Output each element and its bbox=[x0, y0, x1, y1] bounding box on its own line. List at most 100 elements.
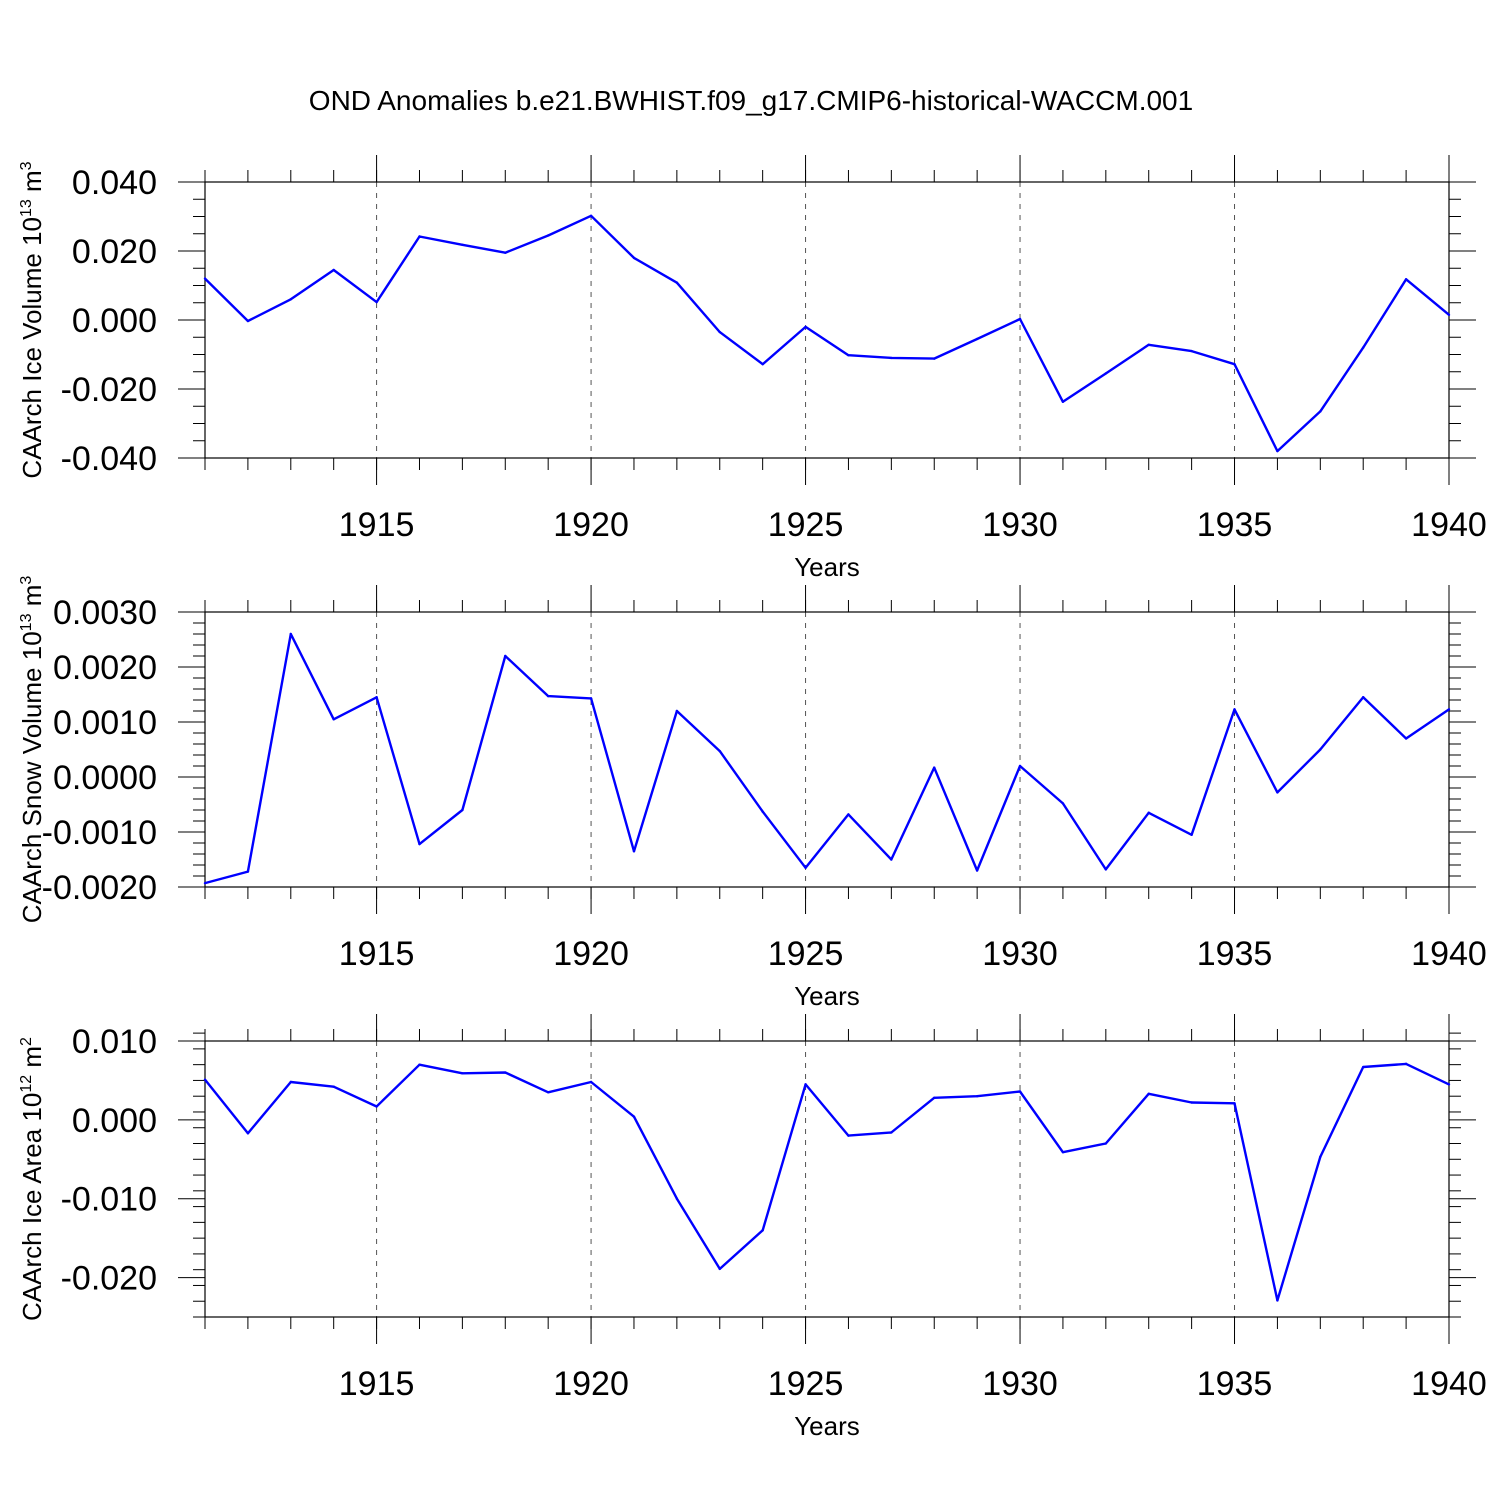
x-tick-label: 1920 bbox=[553, 1365, 629, 1403]
y-tick-label: -0.010 bbox=[61, 1181, 157, 1219]
y-tick-label: 0.0030 bbox=[53, 594, 157, 632]
data-point bbox=[632, 1115, 636, 1118]
x-tick-label: 1925 bbox=[768, 935, 844, 973]
y-axis-label-ylabel-exp: 13 bbox=[18, 199, 35, 217]
series-line bbox=[204, 214, 1450, 453]
y-axis-label-ylabel-main: CAArch Snow Volume 10 bbox=[17, 631, 47, 923]
y-axis-label-ylabel-main: CAArch Ice Area 10 bbox=[17, 1093, 47, 1321]
data-point bbox=[332, 1085, 335, 1088]
y-axis-label-ylabel-exp: 13 bbox=[18, 613, 35, 631]
y-axis-label: CAArch Ice Area 1012 m2 bbox=[17, 1037, 47, 1321]
data-point bbox=[1147, 811, 1150, 814]
figure-title: OND Anomalies b.e21.BWHIST.f09_g17.CMIP6… bbox=[309, 85, 1193, 116]
data-point bbox=[504, 1071, 507, 1074]
data-point bbox=[504, 251, 507, 254]
y-tick-label: -0.020 bbox=[61, 1260, 157, 1298]
data-point bbox=[1190, 349, 1193, 353]
data-point bbox=[504, 654, 507, 658]
data-point bbox=[418, 842, 421, 846]
y-axis-label-ylabel-unit-exp: 2 bbox=[18, 1037, 35, 1046]
y-axis-label-ylabel-main: CAArch Ice Volume 10 bbox=[17, 217, 47, 479]
plot-frame bbox=[204, 181, 1450, 459]
data-point bbox=[1104, 372, 1108, 375]
data-point bbox=[289, 1080, 292, 1084]
chart-panel-3: 1915 1920 1925 1930 1935 1940 -0.020 -0.010 0.00… bbox=[17, 1014, 1487, 1441]
data-point bbox=[375, 300, 378, 304]
data-point bbox=[1276, 449, 1279, 453]
data-point bbox=[332, 718, 335, 721]
data-point bbox=[589, 697, 593, 700]
data-point bbox=[589, 1080, 593, 1084]
data-point bbox=[546, 234, 550, 237]
y-axis-label: CAArch Ice Volume 1013 m3 bbox=[17, 161, 47, 478]
data-point bbox=[847, 353, 850, 357]
data-point bbox=[675, 281, 679, 284]
plot-frame bbox=[204, 1040, 1450, 1318]
data-point bbox=[1061, 400, 1065, 403]
data-point bbox=[933, 766, 936, 769]
series-line bbox=[204, 632, 1450, 885]
x-axis-label: Years bbox=[794, 552, 860, 582]
data-point bbox=[890, 858, 893, 861]
y-axis-label: CAArch Snow Volume 1013 m3 bbox=[17, 576, 47, 924]
data-point bbox=[1018, 1090, 1022, 1093]
data-point bbox=[418, 1063, 421, 1066]
data-point bbox=[589, 214, 593, 218]
x-tick-label: 1925 bbox=[768, 1365, 844, 1403]
data-point bbox=[546, 1091, 550, 1094]
data-point bbox=[718, 749, 721, 753]
x-tick-label: 1920 bbox=[553, 506, 629, 544]
data-point bbox=[975, 337, 979, 341]
data-point bbox=[1018, 317, 1022, 321]
panels: 1915 1920 1925 1930 1935 1940 -0.040 -0.020 0.00… bbox=[17, 155, 1487, 1441]
data-point bbox=[1104, 868, 1108, 871]
data-point bbox=[718, 1267, 721, 1271]
data-point bbox=[1061, 1150, 1065, 1154]
y-tick-label: -0.040 bbox=[61, 440, 157, 478]
y-axis-label-ylabel-exp: 12 bbox=[18, 1075, 35, 1093]
x-tick-label: 1915 bbox=[339, 506, 415, 544]
data-point bbox=[1447, 1083, 1451, 1086]
data-point bbox=[632, 850, 636, 853]
data-point bbox=[375, 1105, 378, 1108]
chart-panel-2: 1915 1920 1925 1930 1935 1940 -0.0020 -0.0010 0.… bbox=[17, 576, 1487, 1011]
y-axis-label-ylabel-unit-exp: 3 bbox=[18, 161, 35, 170]
data-point bbox=[847, 813, 850, 816]
y-tick-label: 0.0000 bbox=[53, 759, 157, 797]
x-tick-label: 1940 bbox=[1411, 506, 1487, 544]
y-tick-label: 0.0010 bbox=[53, 704, 157, 742]
y-tick-label: 0.010 bbox=[72, 1023, 157, 1061]
data-point bbox=[461, 243, 464, 246]
data-point bbox=[847, 1134, 850, 1137]
data-point bbox=[289, 632, 292, 636]
data-point bbox=[761, 810, 764, 813]
data-point bbox=[246, 870, 250, 873]
x-axis-label: Years bbox=[794, 981, 860, 1011]
data-point bbox=[1362, 346, 1365, 349]
series-line bbox=[204, 1062, 1450, 1302]
y-axis-label-ylabel-unit-exp: 3 bbox=[18, 576, 35, 585]
x-tick-label: 1935 bbox=[1197, 935, 1273, 973]
data-point bbox=[1104, 1142, 1108, 1145]
y-tick-label: -0.0020 bbox=[42, 869, 157, 907]
y-tick-label: 0.000 bbox=[72, 1102, 157, 1140]
plot-frame bbox=[204, 611, 1450, 888]
data-point bbox=[890, 356, 893, 360]
x-axis-label: Years bbox=[794, 1411, 860, 1441]
data-point bbox=[761, 1229, 764, 1232]
x-tick-label: 1930 bbox=[982, 506, 1058, 544]
data-point bbox=[1061, 802, 1065, 805]
data-point bbox=[461, 808, 464, 812]
data-point bbox=[675, 709, 679, 713]
data-point bbox=[289, 298, 292, 301]
x-tick-label: 1935 bbox=[1197, 1365, 1273, 1403]
y-axis-label-ylabel-unit: m bbox=[17, 585, 47, 614]
x-tick-label: 1925 bbox=[768, 506, 844, 544]
data-point bbox=[418, 235, 421, 238]
y-axis-label-ylabel-unit: m bbox=[17, 170, 47, 199]
data-point bbox=[1018, 764, 1022, 768]
data-point bbox=[1276, 791, 1279, 794]
data-point bbox=[1190, 1101, 1193, 1104]
y-tick-label: 0.020 bbox=[72, 233, 157, 271]
data-point bbox=[975, 1095, 979, 1098]
